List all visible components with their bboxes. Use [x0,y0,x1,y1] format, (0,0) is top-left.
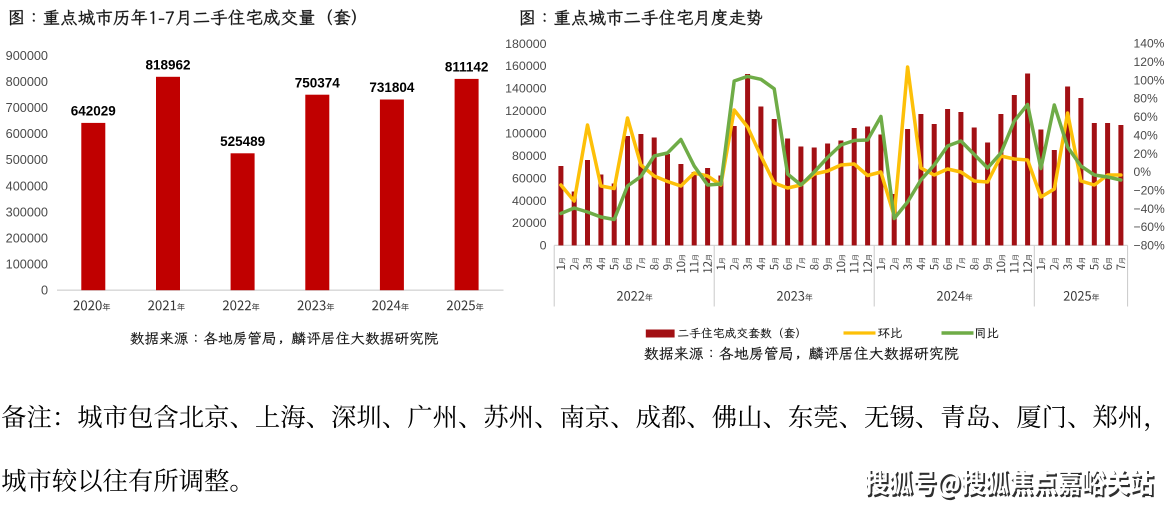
svg-text:800000: 800000 [6,75,48,89]
svg-text:600000: 600000 [6,127,48,141]
svg-text:120%: 120% [1134,55,1165,69]
svg-text:100000: 100000 [505,127,546,141]
svg-text:−40%: −40% [1134,202,1166,216]
svg-text:0: 0 [540,239,547,253]
svg-text:100000: 100000 [6,257,48,271]
svg-text:811142: 811142 [445,60,489,75]
svg-text:−80%: −80% [1134,239,1166,253]
svg-text:100%: 100% [1134,73,1165,87]
svg-text:20%: 20% [1134,147,1158,161]
svg-text:40000: 40000 [512,194,547,208]
svg-text:0: 0 [41,284,48,298]
svg-text:140000: 140000 [505,82,546,96]
svg-text:20000: 20000 [512,216,547,230]
svg-text:40%: 40% [1134,128,1158,142]
svg-text:60%: 60% [1134,110,1158,124]
svg-text:160000: 160000 [505,59,546,73]
svg-text:500000: 500000 [6,153,48,167]
svg-text:642029: 642029 [71,104,116,119]
svg-text:818962: 818962 [145,57,190,72]
svg-text:0%: 0% [1134,165,1152,179]
svg-text:180000: 180000 [505,37,546,51]
svg-text:900000: 900000 [6,49,48,63]
svg-text:140%: 140% [1134,37,1165,51]
svg-text:300000: 300000 [6,205,48,219]
svg-text:120000: 120000 [505,104,546,118]
svg-text:731804: 731804 [369,80,415,95]
svg-text:−20%: −20% [1134,184,1166,198]
svg-text:400000: 400000 [6,179,48,193]
svg-text:80%: 80% [1134,92,1158,106]
svg-text:−60%: −60% [1134,220,1166,234]
svg-text:750374: 750374 [295,75,341,90]
svg-text:80000: 80000 [512,149,547,163]
svg-text:200000: 200000 [6,231,48,245]
svg-text:525489: 525489 [220,134,265,149]
svg-text:700000: 700000 [6,101,48,115]
svg-text:60000: 60000 [512,171,547,185]
